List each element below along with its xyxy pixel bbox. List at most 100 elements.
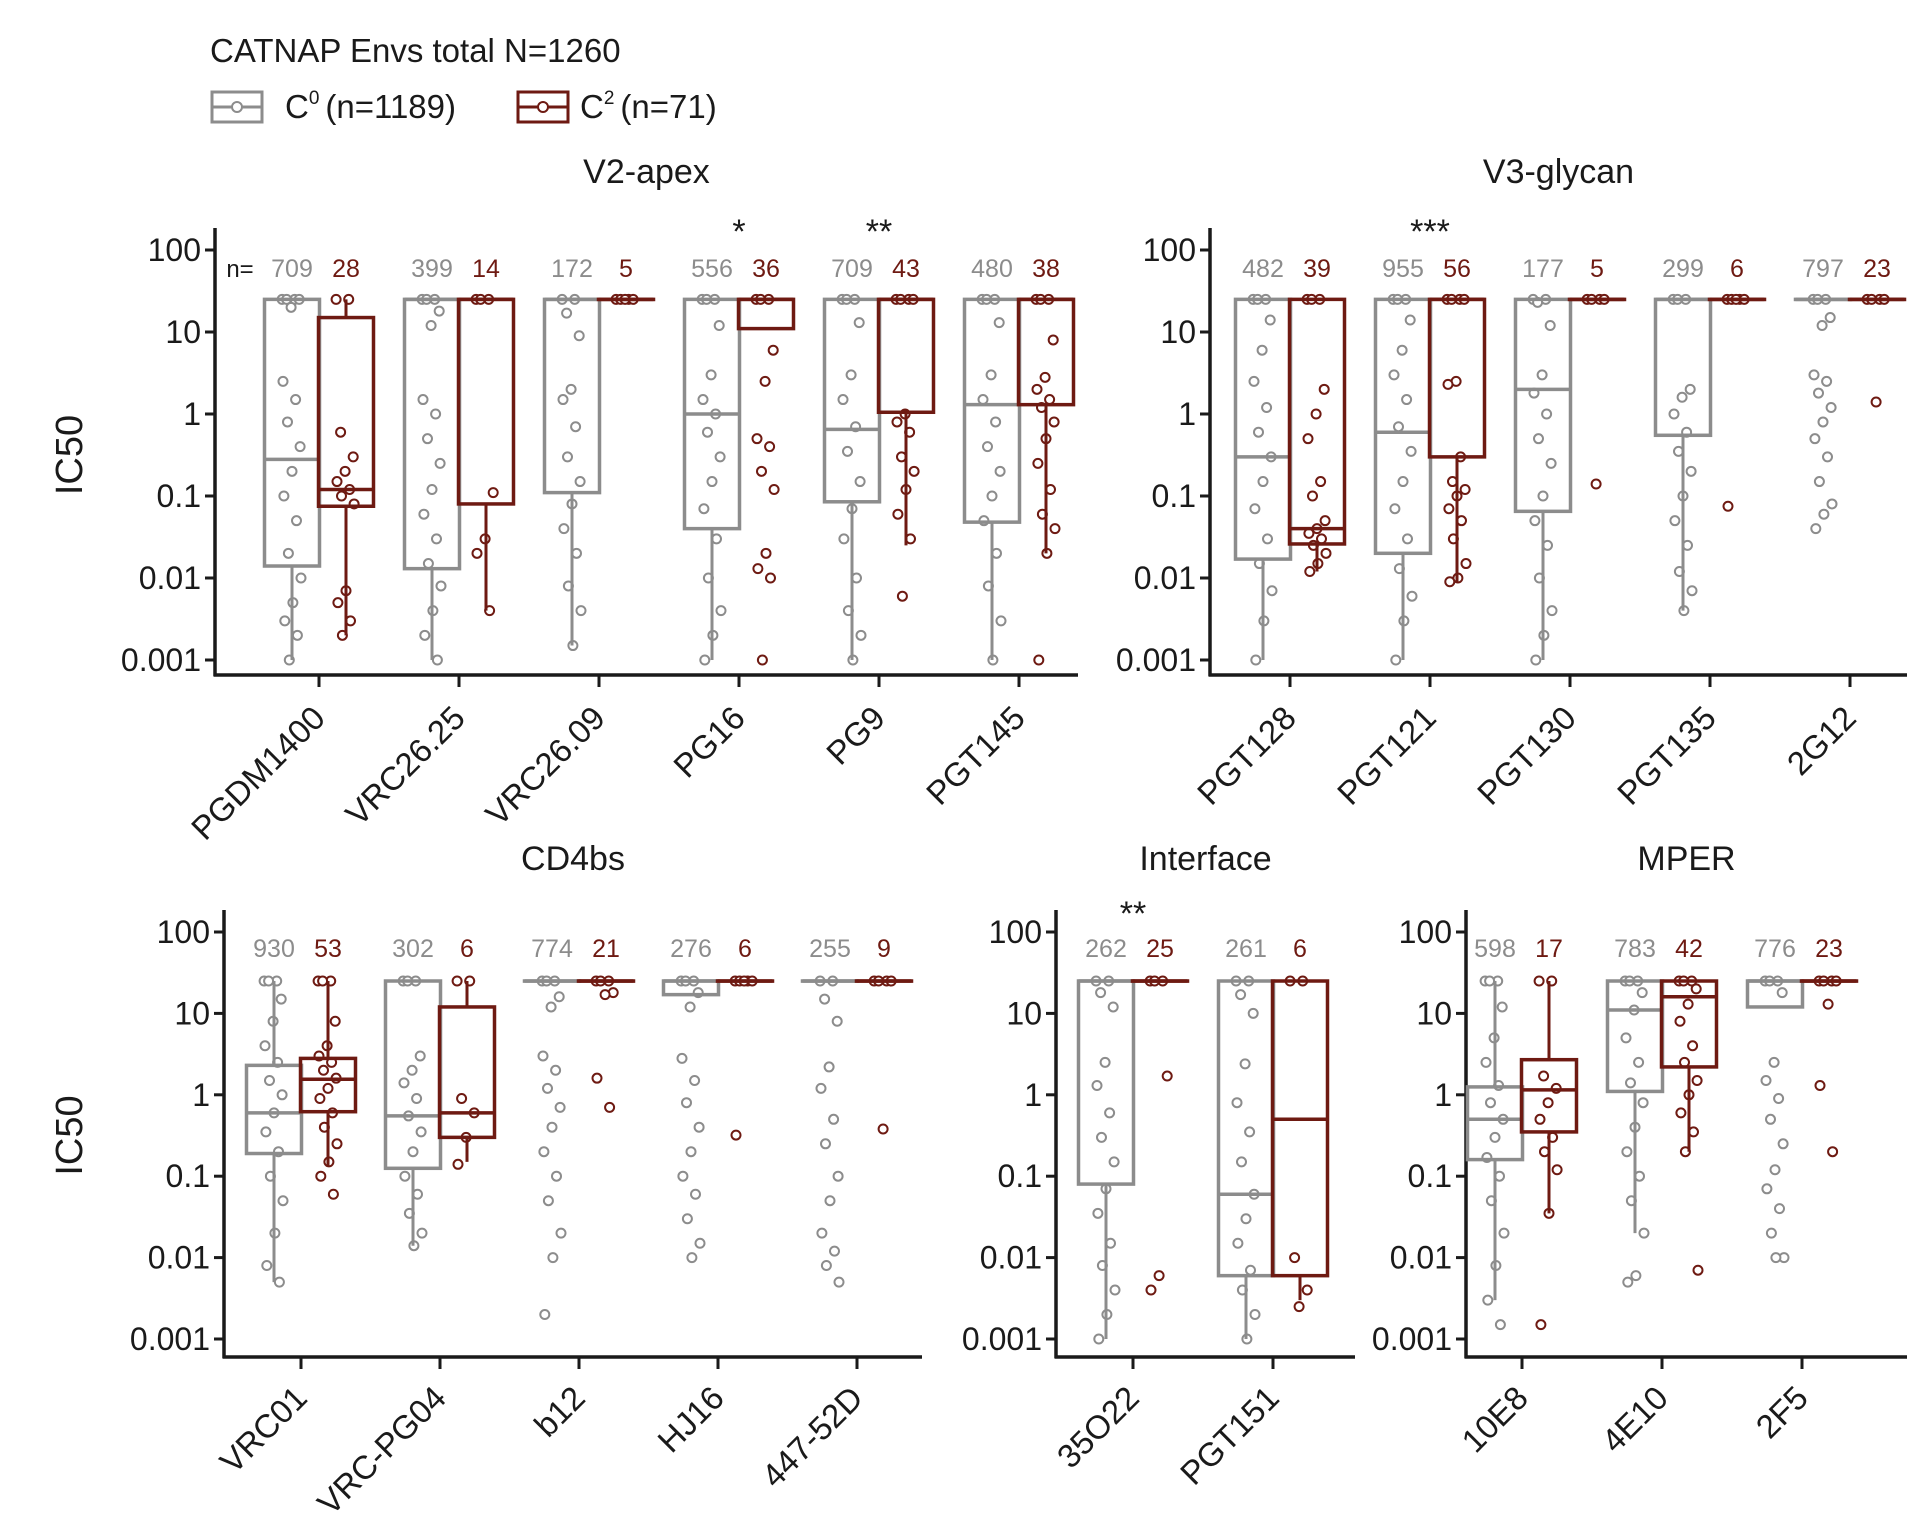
point-c2-pgt145-3: [1047, 334, 1059, 346]
n-label-c2-447-52d: 9: [877, 935, 891, 963]
point-c2-pgt128-13: [1320, 547, 1332, 559]
panel-v2-apex: V2-apex 0.001 0.01 0.1 1 10 100 IC50 n= PGDM1400 7…: [49, 153, 1078, 847]
point-c0-pgt151-3: [1247, 1007, 1259, 1019]
box-c2-vrc26-25: [456, 297, 516, 506]
n-label-c2-35o22: 25: [1146, 935, 1174, 963]
point-c0-pgt145-5: [977, 394, 989, 406]
y-tick-label-v2-apex-1: 0.01: [139, 560, 201, 596]
point-c0-pgt151-6: [1244, 1126, 1256, 1138]
point-c0-hj16-14: [686, 1252, 698, 1264]
point-c2-b12-4: [599, 989, 611, 1001]
point-c0-35o22-15: [1093, 1333, 1105, 1345]
x-tick-label-2g12: 2G12: [1780, 699, 1863, 782]
point-c0-pgt121-13: [1406, 590, 1418, 602]
category-pgt130: PGT130 177 5: [1470, 255, 1627, 812]
point-c2-pgt121-8: [1459, 484, 1471, 496]
box-c2-pgt151: [1270, 979, 1330, 1278]
point-c2-2f5-5: [1814, 1080, 1826, 1092]
point-c0-447-52d-12: [820, 1259, 832, 1271]
point-c2-pg16-5: [751, 433, 763, 445]
point-c0-vrc26-25-10: [418, 508, 430, 520]
category-pg16: PG16 * 556 36: [666, 213, 796, 785]
point-c2-vrc01-15: [315, 1170, 327, 1182]
point-c0-35o22-5: [1091, 1080, 1103, 1092]
point-c0-35o22-7: [1096, 1131, 1107, 1143]
point-c0-447-52d-11: [829, 1245, 840, 1257]
y-tick-label-interface-5: 100: [989, 914, 1042, 950]
point-c2-pgt145-6: [1044, 394, 1056, 406]
point-c0-pgt145-13: [995, 615, 1007, 627]
n-label-c2-vrc26-09: 5: [619, 255, 633, 283]
point-c0-b12-5: [537, 1050, 549, 1062]
x-tick-label-pgt135: PGT135: [1610, 699, 1723, 812]
point-c0-pgt151-13: [1249, 1308, 1261, 1320]
panel-title-cd4bs: CD4bs: [521, 840, 625, 878]
point-c2-hj16-5: [730, 1129, 742, 1141]
point-c2-pgdm1400-10: [332, 597, 344, 609]
n-label-c0-10e8: 598: [1474, 935, 1516, 963]
legend-label-c0-count: (n=1189): [325, 88, 456, 125]
point-c2-pg16-6: [764, 441, 776, 453]
y-tick-label-cd4bs-3: 1: [192, 1077, 210, 1113]
panel-mper: MPER 0.001 0.01 0.1 1 10 100 10E8 598 17 4E10 783 42…: [1372, 840, 1907, 1459]
x-tick-label-b12: b12: [527, 1379, 592, 1444]
point-c2-4e10-13: [1692, 1264, 1704, 1276]
point-c0-2g12-5: [1808, 369, 1820, 381]
point-c0-vrc01-2: [263, 975, 275, 987]
point-c0-pg16-4: [705, 369, 717, 381]
point-c0-vrc26-09-4: [565, 383, 577, 395]
point-c0-447-52d-10: [816, 1227, 828, 1239]
y-tick-label-v2-apex-3: 1: [183, 396, 201, 432]
n-label-c0-pgt128: 482: [1242, 255, 1284, 283]
point-c0-4e10-15: [1622, 1276, 1634, 1288]
point-c0-pgt130-13: [1546, 605, 1558, 617]
panel-title-mper: MPER: [1637, 840, 1735, 878]
point-c0-vrc26-09-10: [558, 523, 570, 535]
category-2f5: 2F5 776 23: [1745, 935, 1859, 1445]
x-tick-label-447-52d: 447-52D: [754, 1379, 870, 1495]
point-c0-pgt151-5: [1231, 1097, 1243, 1109]
point-c0-vrc-pg04-8: [415, 1126, 427, 1138]
point-c2-pg16-4: [759, 375, 771, 387]
n-label-c2-vrc26-25: 14: [472, 255, 500, 283]
point-c0-35o22-4: [1099, 1056, 1111, 1068]
point-c0-pgdm1400-5: [277, 375, 289, 387]
point-c0-vrc-pg04-3: [414, 1050, 426, 1062]
y-tick-label-mper-3: 1: [1434, 1077, 1452, 1113]
point-c2-vrc01-16: [327, 1188, 339, 1200]
n-label-c2-b12: 21: [592, 935, 620, 963]
point-c2-pgt145-13: [1049, 523, 1061, 535]
point-c2-pgdm1400-5: [331, 476, 343, 488]
n-label-c2-pg16: 36: [752, 255, 780, 283]
point-c0-2g12-14: [1818, 508, 1830, 520]
point-c0-pgt130-3: [1544, 320, 1556, 332]
n-label-c2-pgt151: 6: [1293, 935, 1307, 963]
point-c0-4e10-7: [1625, 1077, 1636, 1089]
n-label-c0-pg9: 709: [831, 255, 873, 283]
point-c0-pgt130-4: [1536, 369, 1548, 381]
point-c0-pgt145-4: [985, 369, 997, 381]
point-c0-pgt130-6: [1541, 408, 1553, 420]
panels: V2-apex 0.001 0.01 0.1 1 10 100 IC50 n= PGDM1400 7…: [49, 153, 1907, 1519]
point-c0-vrc26-09-8: [574, 476, 586, 488]
legend-key-c2-point: [537, 101, 549, 113]
point-c2-pg16-7: [756, 465, 767, 477]
point-c2-vrc01-3: [329, 1015, 341, 1027]
n-label-c0-4e10: 783: [1614, 935, 1656, 963]
point-c0-pgdm1400-13: [295, 572, 307, 584]
point-c0-pgt151-11: [1245, 1264, 1256, 1276]
point-c0-vrc01-7: [264, 1074, 275, 1086]
n-label-c2-vrc-pg04: 6: [460, 935, 474, 963]
y-axis-label-v2-apex: IC50: [49, 415, 91, 495]
point-c0-b12-15: [539, 1308, 551, 1320]
point-c0-pgt145-6: [990, 416, 1002, 428]
point-c0-pgdm1400-11: [291, 515, 302, 527]
point-c2-pg16-10: [752, 563, 764, 575]
point-c0-vrc26-25-12: [422, 558, 434, 570]
legend-label-c2-base: C: [580, 88, 604, 125]
legend-label-c0: C0 (n=1189): [285, 88, 456, 125]
point-c0-vrc26-25-5: [417, 394, 429, 406]
point-c0-4e10-14: [1630, 1270, 1642, 1282]
